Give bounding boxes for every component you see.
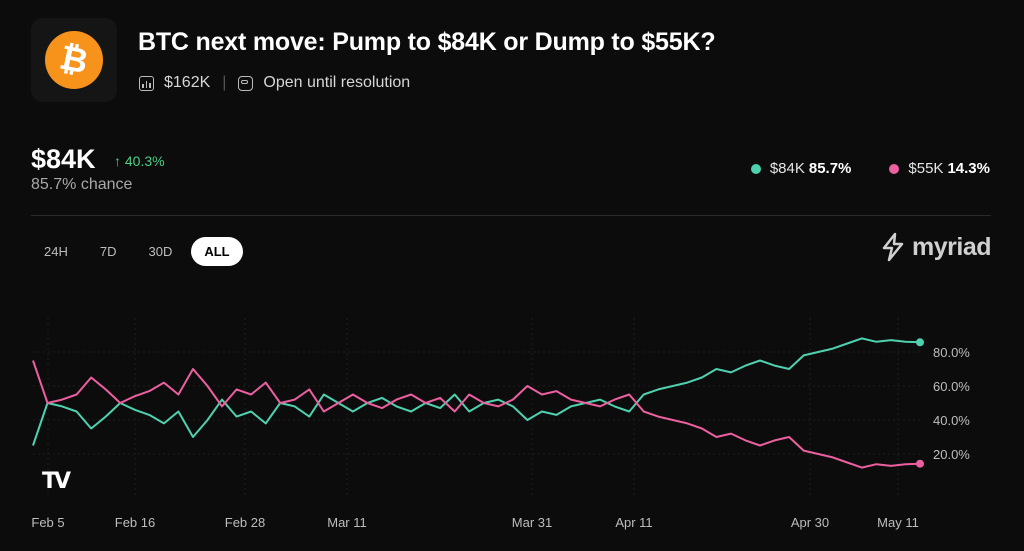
chance-text: 85.7% chance xyxy=(31,176,133,193)
chart-legend: $84K 85.7% $55K 14.3% xyxy=(750,160,990,177)
legend-value: 85.7% xyxy=(808,160,852,177)
tradingview-watermark: TV xyxy=(42,469,71,494)
tab-all[interactable]: ALL xyxy=(191,237,243,266)
tab-7d[interactable]: 7D xyxy=(99,244,117,259)
series-line-55k xyxy=(32,360,921,469)
volume-value: $162K xyxy=(164,74,211,91)
x-tick-label: Mar 31 xyxy=(512,515,552,530)
price-chart: 20.0% 40.0% 60.0% 80.0% Feb 5 Feb 16 Feb 28 Mar… xyxy=(31,318,970,530)
x-tick-label: Feb 16 xyxy=(115,515,155,530)
price-change: ↑ 40.3% xyxy=(114,153,165,169)
leading-outcome-price: $84K xyxy=(31,144,96,174)
bitcoin-glyph: ₿ xyxy=(56,37,92,83)
myriad-mark-icon xyxy=(882,232,904,262)
market-logo: ₿ xyxy=(31,18,117,102)
legend-label: $84K xyxy=(769,160,805,177)
y-tick-label: 40.0% xyxy=(933,413,970,428)
y-tick-label: 80.0% xyxy=(933,345,970,360)
series-line-84k xyxy=(32,337,921,446)
legend-value: 14.3% xyxy=(947,160,990,177)
brand-name: myriad xyxy=(912,232,991,261)
time-range-tabs: 24H 7D 30D ALL xyxy=(31,237,243,266)
x-tick-label: May 11 xyxy=(877,515,919,530)
legend-dot xyxy=(750,163,761,174)
market-meta: $162K | Open until resolution xyxy=(139,72,410,94)
x-tick-label: Mar 11 xyxy=(327,515,367,530)
x-tick-label: Apr 30 xyxy=(791,515,829,530)
tab-24h[interactable]: 24H xyxy=(44,244,68,259)
tab-30d[interactable]: 30D xyxy=(148,244,173,259)
y-tick-label: 60.0% xyxy=(933,379,970,394)
series-end-point xyxy=(916,459,924,468)
x-tick-label: Feb 5 xyxy=(31,515,64,530)
chart-box-icon xyxy=(139,75,154,91)
bitcoin-icon: ₿ xyxy=(45,31,103,89)
infinity-box-icon xyxy=(238,75,254,91)
x-tick-label: Feb 28 xyxy=(225,515,265,530)
meta-separator: | xyxy=(222,74,227,91)
status-text: Open until resolution xyxy=(263,74,411,91)
x-tick-label: Apr 11 xyxy=(615,515,652,530)
divider xyxy=(31,215,991,216)
series-end-point xyxy=(916,338,924,347)
legend-label: $55K xyxy=(908,160,944,177)
legend-item-55k[interactable]: $55K 14.3% xyxy=(889,160,990,177)
legend-dot xyxy=(889,163,900,174)
y-tick-label: 20.0% xyxy=(933,447,970,462)
market-title: BTC next move: Pump to $84K or Dump to $… xyxy=(138,28,716,56)
brand-logo: myriad xyxy=(880,232,991,262)
legend-item-84k[interactable]: $84K 85.7% xyxy=(750,160,852,177)
